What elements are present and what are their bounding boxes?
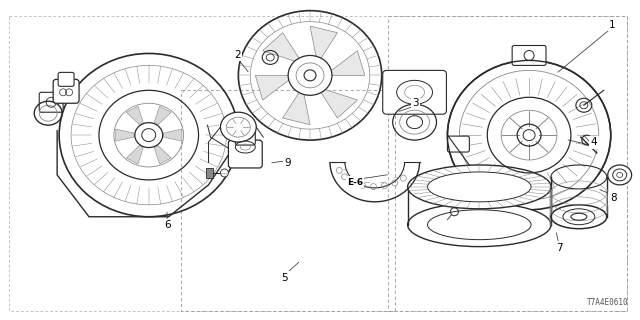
Polygon shape <box>325 51 365 76</box>
Polygon shape <box>126 146 143 164</box>
Circle shape <box>220 169 228 177</box>
FancyBboxPatch shape <box>39 92 63 112</box>
Polygon shape <box>262 33 303 64</box>
FancyBboxPatch shape <box>447 136 469 152</box>
Ellipse shape <box>408 203 551 247</box>
Text: 5: 5 <box>282 273 288 283</box>
FancyBboxPatch shape <box>383 70 447 114</box>
Polygon shape <box>116 129 134 141</box>
Text: 2: 2 <box>234 50 241 60</box>
FancyBboxPatch shape <box>58 72 74 86</box>
Text: 4: 4 <box>591 138 597 148</box>
Ellipse shape <box>408 165 551 209</box>
Polygon shape <box>310 26 337 64</box>
Polygon shape <box>126 106 143 124</box>
FancyBboxPatch shape <box>207 168 214 178</box>
FancyBboxPatch shape <box>228 140 262 168</box>
FancyBboxPatch shape <box>512 45 546 65</box>
Ellipse shape <box>551 205 607 229</box>
Text: 6: 6 <box>164 220 170 230</box>
Text: 9: 9 <box>285 158 291 168</box>
Polygon shape <box>154 106 171 124</box>
Text: E-6: E-6 <box>347 178 363 187</box>
FancyBboxPatch shape <box>53 79 79 103</box>
Polygon shape <box>163 129 182 141</box>
Polygon shape <box>255 76 295 100</box>
Polygon shape <box>154 146 171 164</box>
FancyBboxPatch shape <box>236 127 255 145</box>
Text: 7: 7 <box>556 243 563 252</box>
Text: 1: 1 <box>609 20 615 29</box>
Ellipse shape <box>571 213 587 220</box>
Text: 8: 8 <box>610 193 616 203</box>
Text: 3: 3 <box>412 98 419 108</box>
Ellipse shape <box>220 112 256 142</box>
Polygon shape <box>317 87 358 118</box>
Ellipse shape <box>288 55 332 95</box>
Ellipse shape <box>608 165 632 185</box>
Text: T7A4E0610: T7A4E0610 <box>587 298 628 307</box>
Polygon shape <box>283 87 310 125</box>
Ellipse shape <box>304 70 316 81</box>
